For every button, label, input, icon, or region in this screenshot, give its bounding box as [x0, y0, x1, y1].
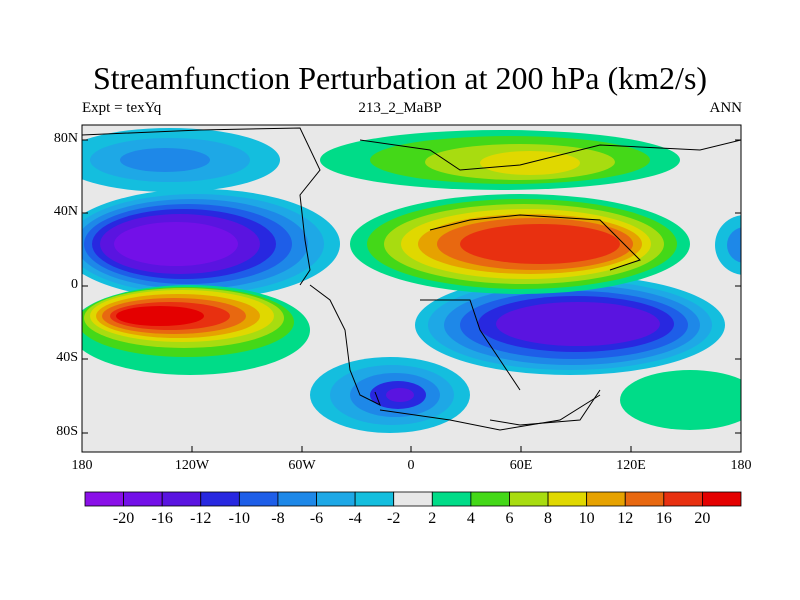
season-label: ANN: [709, 100, 743, 116]
colorbar-box: [663, 491, 703, 507]
colorbar-box: [161, 491, 202, 507]
x-tick-label: 0: [407, 458, 415, 473]
colorbar-label: 6: [505, 510, 514, 527]
colorbar-label: -20: [112, 510, 135, 527]
x-tick-label: 180: [730, 458, 752, 473]
colorbar-box: [84, 491, 124, 507]
contour-pos-pacific: [116, 306, 204, 326]
y-tick-label: 80N: [53, 131, 78, 146]
colorbar-label: 16: [655, 510, 672, 527]
x-tick-label: 60E: [509, 458, 533, 473]
coastline-africa: [420, 299, 521, 391]
colorbar-box: [200, 491, 240, 507]
colorbar-box: [509, 491, 549, 507]
colorbar-label: -6: [309, 510, 324, 527]
contour-zero-hole: [105, 372, 165, 392]
x-tick-label: 120W: [174, 458, 210, 473]
x-tick-label: 180: [71, 458, 93, 473]
colorbar-box: [586, 491, 626, 507]
y-tick-label: 80S: [56, 424, 78, 439]
colorbar-box: [547, 491, 588, 507]
coastline-antarctica: [379, 394, 601, 431]
colorbar-label: 20: [694, 510, 711, 527]
colorbar-label: -8: [271, 510, 285, 527]
y-tick-label: 40S: [56, 350, 78, 365]
coastline-asia-south: [429, 214, 641, 271]
colorbar-label: -12: [190, 510, 212, 527]
experiment-label: Expt = texYq: [82, 100, 162, 116]
contour-neg-north: [120, 148, 210, 172]
colorbar: [84, 491, 742, 507]
x-tick-label: 60W: [288, 458, 316, 473]
colorbar-box: [431, 491, 472, 507]
x-tick-label: 120E: [616, 458, 646, 473]
colorbar-box: [354, 491, 395, 507]
colorbar-label: 12: [617, 510, 634, 527]
coastline-eurasia: [359, 139, 741, 171]
colorbar-label: -10: [228, 510, 251, 527]
contour-fill: [82, 128, 741, 433]
coastline-north-america: [82, 127, 321, 286]
colorbar-box: [470, 491, 510, 507]
colorbar-label: 10: [578, 510, 595, 527]
map-title: Streamfunction Perturbation at 200 hPa (…: [92, 60, 708, 96]
colorbar-box: [316, 491, 356, 507]
coastline-south-america: [309, 284, 381, 407]
y-tick-label: 0: [71, 277, 78, 292]
contour-neg-atlantic: [386, 388, 414, 402]
colorbar-box: [702, 491, 742, 507]
colorbar-label: -4: [348, 510, 362, 527]
y-tick-label: 40N: [53, 204, 78, 219]
colorbar-label: 2: [428, 510, 437, 527]
colorbar-label: -16: [151, 510, 173, 527]
colorbar-label: -2: [387, 510, 401, 527]
colorbar-label: 8: [544, 510, 553, 527]
case-label: 213_2_MaBP: [358, 100, 442, 116]
contour-neg-east: [727, 227, 741, 263]
coastlines: [82, 127, 741, 431]
coastline-australia: [489, 389, 601, 426]
contour-neg-pacific: [114, 222, 238, 266]
contour-neg-east: [715, 215, 741, 275]
colorbar-box: [238, 491, 279, 507]
contour-pos-south: [620, 370, 741, 430]
colorbar-box: [624, 491, 665, 507]
colorbar-box: [123, 491, 163, 507]
contour-pos-asia: [460, 224, 620, 264]
axis-ticks: [82, 139, 741, 452]
colorbar-box: [393, 491, 433, 507]
colorbar-label: 4: [466, 510, 475, 527]
colorbar-box: [277, 491, 317, 507]
contour-neg-indian: [496, 302, 660, 346]
